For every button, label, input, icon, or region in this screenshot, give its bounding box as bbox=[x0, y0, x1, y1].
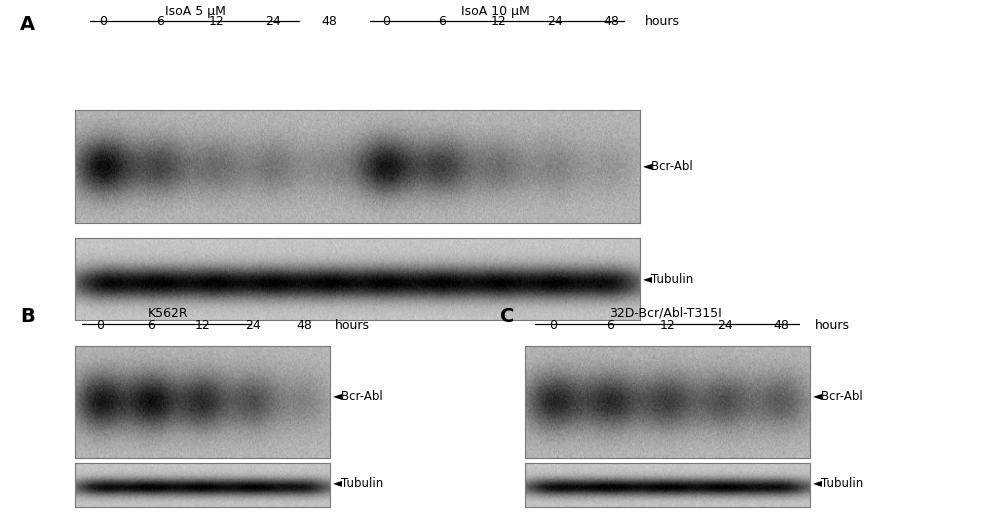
Text: 6: 6 bbox=[156, 15, 164, 28]
Text: C: C bbox=[500, 307, 514, 326]
Text: 6: 6 bbox=[607, 319, 614, 332]
Text: ◄Tubulin: ◄Tubulin bbox=[813, 477, 864, 490]
Text: 12: 12 bbox=[491, 15, 507, 28]
Text: IsoA 10 μM: IsoA 10 μM bbox=[461, 5, 529, 18]
Text: 48: 48 bbox=[774, 319, 789, 332]
Text: 0: 0 bbox=[550, 319, 558, 332]
Text: hours: hours bbox=[335, 319, 370, 332]
Text: hours: hours bbox=[815, 319, 850, 332]
Text: 24: 24 bbox=[246, 319, 261, 332]
Text: 48: 48 bbox=[604, 15, 620, 28]
Text: 24: 24 bbox=[265, 15, 281, 28]
Text: 0: 0 bbox=[96, 319, 104, 332]
Text: 24: 24 bbox=[547, 15, 563, 28]
Text: 48: 48 bbox=[321, 15, 337, 28]
Text: IsoA 5 μM: IsoA 5 μM bbox=[165, 5, 225, 18]
Text: 24: 24 bbox=[717, 319, 732, 332]
Text: 48: 48 bbox=[297, 319, 312, 332]
Text: hours: hours bbox=[645, 15, 680, 28]
Text: ◄Bcr-Abl: ◄Bcr-Abl bbox=[333, 390, 384, 403]
Text: 6: 6 bbox=[148, 319, 155, 332]
Text: 12: 12 bbox=[195, 319, 210, 332]
Text: 0: 0 bbox=[382, 15, 390, 28]
Text: 32D-Bcr/Abl-T315I: 32D-Bcr/Abl-T315I bbox=[609, 307, 721, 320]
Text: 6: 6 bbox=[438, 15, 446, 28]
Text: 0: 0 bbox=[99, 15, 107, 28]
Text: 12: 12 bbox=[660, 319, 675, 332]
Text: ◄Bcr-Abl: ◄Bcr-Abl bbox=[643, 160, 694, 173]
Text: ◄Tubulin: ◄Tubulin bbox=[333, 477, 384, 490]
Text: ◄Bcr-Abl: ◄Bcr-Abl bbox=[813, 390, 864, 403]
Text: 12: 12 bbox=[208, 15, 224, 28]
Text: A: A bbox=[20, 15, 35, 34]
Text: B: B bbox=[20, 307, 35, 326]
Text: ◄Tubulin: ◄Tubulin bbox=[643, 272, 694, 286]
Text: K562R: K562R bbox=[148, 307, 188, 320]
